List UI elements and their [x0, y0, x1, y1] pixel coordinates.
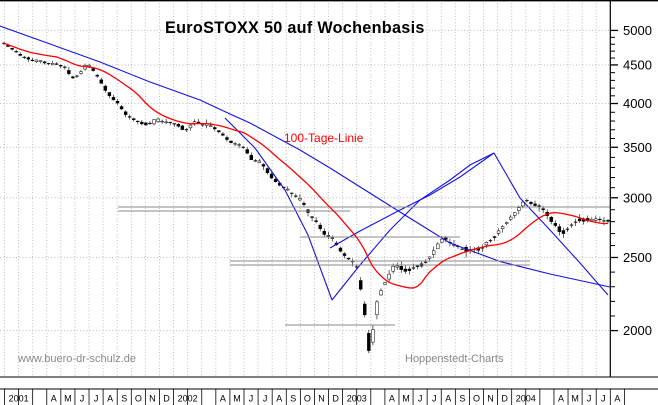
svg-text:O: O [135, 394, 142, 404]
svg-text:J: J [587, 394, 592, 404]
svg-text:2002: 2002 [178, 394, 198, 404]
svg-text:J: J [601, 394, 606, 404]
svg-text:S: S [459, 394, 465, 404]
svg-text:N: N [318, 394, 325, 404]
svg-text:EuroSTOXX 50 auf Wochenbasis: EuroSTOXX 50 auf Wochenbasis [165, 19, 425, 37]
svg-text:J: J [263, 394, 268, 404]
svg-text:Hoppenstedt-Charts: Hoppenstedt-Charts [405, 353, 504, 365]
svg-text:2500: 2500 [623, 250, 652, 265]
svg-text:J: J [418, 394, 423, 404]
svg-text:J: J [249, 394, 254, 404]
svg-text:3500: 3500 [623, 140, 652, 155]
svg-text:2004: 2004 [516, 394, 536, 404]
svg-text:O: O [304, 394, 311, 404]
svg-text:4500: 4500 [623, 57, 652, 72]
svg-text:A: A [276, 394, 282, 404]
svg-text:N: N [487, 394, 494, 404]
svg-text:N: N [149, 394, 156, 404]
svg-text:J: J [94, 394, 99, 404]
svg-text:100-Tage-Linie: 100-Tage-Linie [284, 131, 364, 145]
svg-text:A: A [614, 394, 620, 404]
svg-text:D: D [501, 394, 508, 404]
svg-text:M: M [233, 394, 241, 404]
svg-text:A: A [220, 394, 226, 404]
svg-text:A: A [558, 394, 564, 404]
svg-text:A: A [107, 394, 113, 404]
svg-text:J: J [432, 394, 437, 404]
svg-text:2000: 2000 [623, 323, 652, 338]
svg-text:www.buero-dr-schulz.de: www.buero-dr-schulz.de [17, 353, 136, 365]
svg-text:J: J [80, 394, 85, 404]
svg-text:4000: 4000 [623, 96, 652, 111]
svg-text:S: S [290, 394, 296, 404]
svg-text:A: A [389, 394, 395, 404]
svg-text:M: M [402, 394, 410, 404]
svg-text:O: O [473, 394, 480, 404]
svg-text:M: M [571, 394, 579, 404]
svg-text:D: D [163, 394, 170, 404]
svg-text:D: D [332, 394, 339, 404]
svg-text:A: A [445, 394, 451, 404]
svg-text:S: S [121, 394, 127, 404]
svg-text:A: A [51, 394, 57, 404]
svg-text:2001: 2001 [9, 394, 29, 404]
svg-text:M: M [64, 394, 72, 404]
svg-text:5000: 5000 [623, 23, 652, 38]
svg-text:3000: 3000 [623, 190, 652, 205]
svg-text:2003: 2003 [347, 394, 367, 404]
